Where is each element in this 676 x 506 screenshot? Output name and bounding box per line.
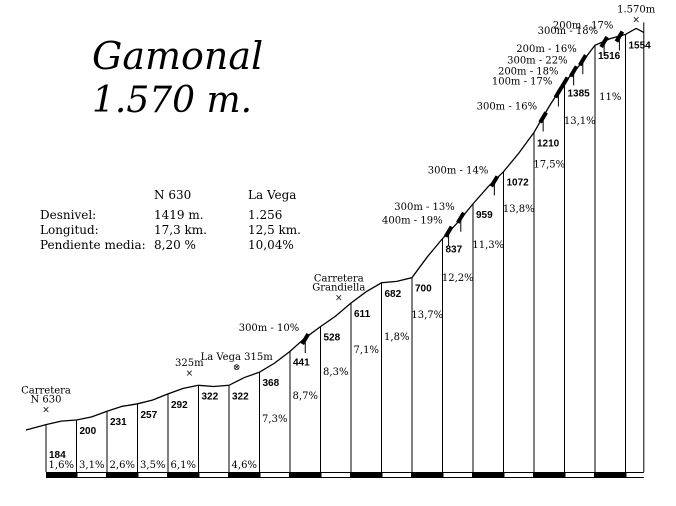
stat-desnivel-lavega: 1.256 [248, 208, 283, 222]
stats-col-n630: N 630 1419 m. 17,3 km. 8,20 % [154, 188, 207, 253]
steep-section-label: 200m - 18% [498, 67, 559, 78]
stat-header-lavega: La Vega [248, 188, 297, 202]
place-marker: × [632, 15, 640, 25]
gradient-label: 6,1% [171, 460, 196, 471]
stat-longitud-lavega: 12,5 km. [248, 223, 301, 237]
km-axis-segment [504, 473, 533, 477]
altitude-label: 700 [415, 284, 432, 295]
km-axis-segment [443, 473, 472, 477]
altitude-label: 322 [232, 391, 249, 402]
altitude-label: 441 [293, 357, 310, 368]
stats-labels: Desnivel: Longitud: Pendiente media: [40, 208, 146, 253]
steep-section-label: 200m - 16% [516, 44, 577, 55]
altitude-label: 1554 [629, 40, 652, 51]
gradient-label: 3,5% [140, 460, 165, 471]
gradient-label: 13,8% [503, 204, 535, 215]
place-annotation: Grandiella [312, 282, 365, 293]
stat-pendiente-lavega: 10,04% [248, 238, 294, 252]
place-annotation: 1.570m [617, 4, 656, 15]
stat-label-pendiente: Pendiente media: [40, 238, 146, 252]
km-axis-segment [77, 473, 106, 477]
elevation-profile-line [25, 27, 645, 431]
altitude-label: 368 [263, 378, 280, 389]
altitude-label: 257 [141, 410, 158, 421]
altitude-label: 959 [476, 210, 493, 221]
altitude-label: 1385 [568, 89, 591, 100]
altitude-label: 1072 [507, 178, 530, 189]
altitude-label: 231 [110, 417, 127, 428]
km-axis-segment [260, 473, 289, 477]
steep-section-label: 300m - 16% [477, 101, 538, 112]
gradient-label: 13,1% [564, 116, 596, 127]
stat-desnivel-n630: 1419 m. [154, 208, 204, 222]
km-axis-segment [382, 473, 411, 477]
place-annotation: Carretera [21, 386, 71, 397]
place-marker: × [42, 406, 50, 416]
gradient-label: 13,7% [411, 310, 443, 321]
steep-section-label: 300m - 14% [428, 165, 489, 176]
gradient-label: 2,6% [110, 460, 135, 471]
altitude-label: 611 [354, 309, 371, 320]
gradient-label: 12,2% [442, 273, 474, 284]
stat-label-longitud: Longitud: [40, 223, 99, 237]
altitude-label: 682 [385, 289, 402, 300]
gradient-label: 1,6% [49, 460, 74, 471]
km-axis-segment [565, 473, 594, 477]
steep-section-label: 300m - 22% [507, 55, 568, 66]
altitude-label: 1516 [598, 51, 621, 62]
km-axis-segment [199, 473, 228, 477]
stat-longitud-n630: 17,3 km. [154, 223, 207, 237]
altitude-label: 200 [80, 426, 97, 437]
steep-section-label: 300m - 10% [239, 323, 300, 334]
steep-section-label: 100m - 17% [492, 77, 553, 88]
stat-label-desnivel: Desnivel: [40, 208, 97, 222]
place-annotation: La Vega 315m [201, 352, 274, 363]
altitude-label: 184 [49, 450, 66, 461]
place-marker: × [335, 293, 343, 303]
place-annotation: 325m [175, 358, 204, 369]
altitude-label: 528 [324, 333, 341, 344]
km-axis-segment [138, 473, 167, 477]
place-marker: ⊗ [233, 363, 241, 373]
gradient-label: 8,3% [323, 367, 348, 378]
chart-title: Gamonal [92, 34, 264, 78]
gradient-label: 4,6% [232, 460, 257, 471]
altitude-label: 322 [202, 391, 219, 402]
altitude-label: 292 [171, 400, 188, 411]
gradient-label: 11% [599, 92, 621, 103]
steep-section-label: 200m - 17% [553, 21, 614, 32]
steep-section-label: 400m - 19% [382, 216, 443, 227]
km-axis-segment [321, 473, 350, 477]
km-axis-segment [626, 473, 655, 477]
place-annotation: Carretera [314, 273, 364, 284]
place-marker: × [186, 369, 194, 379]
steep-section-label: 300m - 18% [538, 26, 599, 37]
gradient-label: 7,3% [262, 414, 287, 425]
place-annotation: N 630 [30, 395, 61, 406]
gradient-label: 3,1% [79, 460, 104, 471]
steep-section-label: 300m - 13% [394, 202, 455, 213]
chart-subtitle: 1.570 m. [92, 80, 253, 121]
stats-col-lavega: La Vega 1.256 12,5 km. 10,04% [248, 188, 301, 253]
gradient-label: 17,5% [533, 159, 565, 170]
steep-section-mark [578, 54, 588, 67]
altitude-label: 1210 [537, 138, 560, 149]
gradient-label: 1,8% [384, 332, 409, 343]
gradient-label: 11,3% [472, 240, 504, 251]
altitude-label: 837 [446, 245, 463, 256]
stat-header-n630: N 630 [154, 188, 192, 202]
gradient-label: 7,1% [354, 345, 379, 356]
gradient-label: 8,7% [293, 391, 318, 402]
stat-pendiente-n630: 8,20 % [154, 238, 196, 252]
